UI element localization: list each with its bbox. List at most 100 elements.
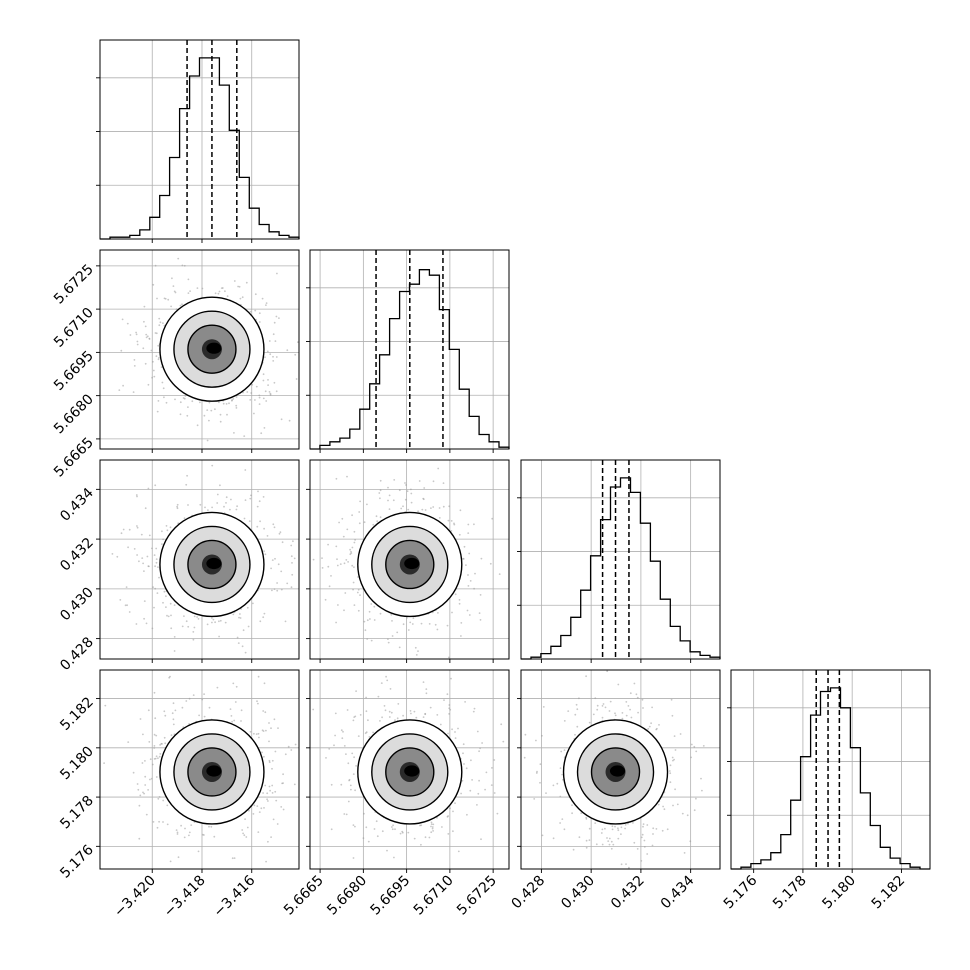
sample-point [228, 402, 230, 405]
sample-point [367, 719, 369, 722]
sample-point [419, 824, 421, 827]
sample-point [273, 321, 276, 324]
sample-point [148, 338, 151, 340]
sample-point [192, 631, 195, 633]
sample-point [448, 707, 451, 710]
sample-point [233, 857, 236, 859]
sample-point [156, 826, 159, 829]
sample-point [454, 593, 457, 596]
sample-point [398, 646, 401, 649]
sample-point [151, 376, 154, 379]
y-tick-label: 5.180 [57, 743, 97, 783]
sample-point [104, 704, 107, 707]
sample-point [669, 764, 672, 767]
x-tick-label: −3.418 [161, 873, 209, 921]
sample-point [621, 712, 624, 714]
sample-point [263, 807, 265, 809]
sample-point [216, 493, 219, 496]
sample-point [238, 285, 241, 288]
sample-point [153, 375, 156, 378]
sample-point [409, 621, 412, 624]
sample-point [271, 759, 274, 762]
sample-point [373, 619, 376, 621]
sample-point [595, 843, 598, 846]
sample-point [366, 619, 369, 622]
density-contour [357, 511, 463, 618]
sample-point [189, 290, 192, 292]
sample-point [347, 762, 350, 765]
sample-point [493, 759, 496, 761]
panel-frame [520, 459, 721, 660]
sample-point [233, 432, 235, 434]
sample-point [364, 732, 367, 735]
sample-point [142, 347, 145, 350]
sample-point [255, 385, 258, 388]
sample-point [353, 566, 355, 568]
sample-point [172, 702, 175, 705]
sample-point [145, 333, 148, 336]
sample-point [362, 837, 365, 839]
sample-point [468, 614, 471, 616]
sample-point [601, 828, 604, 831]
sample-point [608, 837, 611, 840]
sample-point [672, 759, 674, 762]
sample-point [353, 541, 356, 544]
sample-point [523, 756, 526, 759]
sample-point [172, 723, 175, 726]
sample-point [693, 809, 696, 812]
x-tick-label: 5.180 [819, 873, 859, 913]
sample-point [219, 484, 221, 487]
sample-point [335, 477, 338, 480]
sample-point [341, 517, 344, 520]
sample-point [284, 620, 287, 623]
sample-point [252, 602, 254, 605]
sample-point [167, 298, 170, 301]
sample-point [340, 783, 343, 786]
sample-point [172, 285, 175, 287]
sample-point [673, 758, 675, 761]
scatter-panel-1-0 [96, 249, 300, 453]
sample-point [352, 719, 355, 722]
sample-point [297, 341, 299, 343]
sample-point [268, 759, 271, 762]
sample-point [432, 830, 434, 832]
sample-point [210, 409, 213, 412]
sample-point [559, 822, 561, 824]
sample-point [287, 745, 290, 748]
sample-point [148, 741, 151, 743]
sample-point [162, 799, 165, 802]
sample-point [143, 320, 145, 323]
sample-point [681, 812, 684, 815]
sample-point [407, 831, 410, 834]
sample-point [392, 824, 394, 827]
sample-point [345, 813, 348, 816]
sample-point [430, 825, 432, 828]
sample-point [155, 558, 158, 560]
sample-point [254, 399, 256, 401]
sample-point [343, 609, 345, 612]
sample-point [674, 749, 677, 751]
sample-point [574, 713, 577, 716]
sample-point [214, 292, 217, 295]
sample-point [248, 809, 250, 812]
sample-point [343, 813, 346, 815]
sample-point [212, 618, 215, 621]
sample-point [370, 639, 373, 642]
density-contour [576, 733, 655, 811]
sample-point [180, 824, 183, 827]
sample-point [410, 501, 413, 504]
sample-point [272, 355, 274, 358]
sample-point [266, 350, 269, 353]
sample-point [193, 626, 196, 629]
sample-point [353, 604, 356, 606]
sample-point [334, 712, 337, 715]
sample-point [655, 828, 658, 830]
sample-point [250, 494, 252, 497]
sample-point [139, 718, 142, 720]
sample-point [449, 807, 451, 810]
sample-point [609, 700, 612, 703]
sample-point [417, 650, 419, 652]
sample-point [670, 698, 673, 701]
sample-point [129, 334, 132, 336]
sample-point [245, 836, 248, 838]
